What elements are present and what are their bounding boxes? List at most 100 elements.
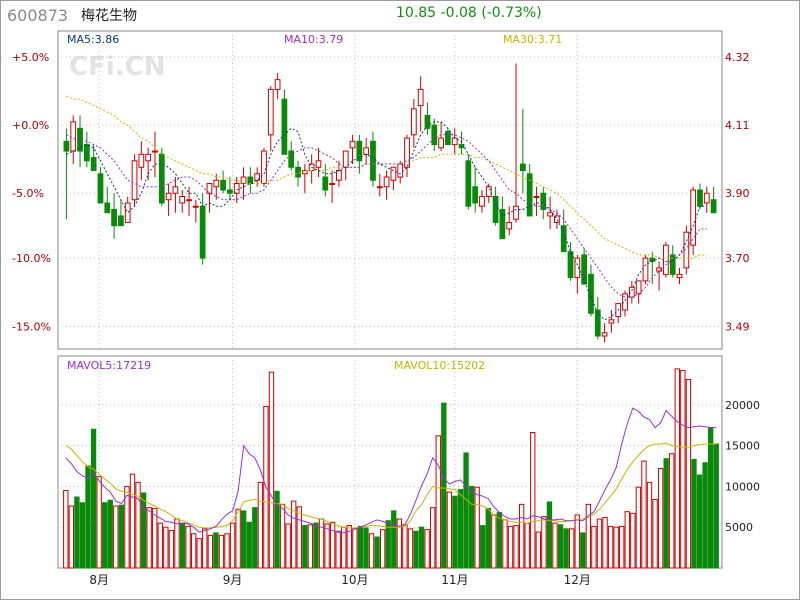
stock-name: 梅花生物 bbox=[81, 8, 137, 24]
x-axis-label: 11月 bbox=[441, 573, 468, 587]
candle-body bbox=[145, 153, 152, 162]
volume-bar bbox=[546, 501, 553, 569]
volume-bar bbox=[552, 522, 558, 569]
volume-bar bbox=[346, 525, 352, 569]
candle-body bbox=[336, 170, 342, 181]
volume-bar bbox=[496, 512, 503, 569]
stock-code: 600873 bbox=[7, 6, 69, 25]
candle-body bbox=[642, 257, 649, 282]
volume-bar bbox=[641, 460, 647, 569]
price-series bbox=[63, 63, 717, 343]
volume-bar bbox=[569, 528, 575, 569]
volume-bar bbox=[279, 503, 286, 569]
volume-bar bbox=[124, 485, 130, 569]
candle-body bbox=[315, 160, 322, 168]
volume-bar bbox=[113, 505, 119, 569]
candle-body bbox=[90, 157, 97, 172]
volume-bar bbox=[329, 521, 336, 569]
volume-bar bbox=[674, 368, 680, 569]
volume-bar bbox=[74, 496, 80, 569]
volume-bar bbox=[229, 522, 236, 569]
volume-bar bbox=[535, 531, 541, 569]
volume-bar bbox=[435, 435, 441, 569]
volume-bar bbox=[307, 524, 314, 569]
candle-body bbox=[165, 192, 172, 201]
volume-bar bbox=[680, 370, 686, 569]
price-right-tick: 3.90 bbox=[725, 187, 750, 200]
candle-body bbox=[329, 183, 335, 186]
candle-body bbox=[295, 166, 301, 178]
candle-body bbox=[404, 137, 410, 168]
candle-body bbox=[288, 150, 295, 168]
candle-body bbox=[506, 221, 513, 230]
volume-bar bbox=[530, 432, 536, 569]
candle-body bbox=[356, 140, 363, 162]
volume-bar bbox=[691, 458, 697, 569]
candle-body bbox=[424, 114, 431, 129]
candle-body bbox=[213, 179, 220, 188]
candle-body bbox=[274, 79, 281, 90]
volume-bar bbox=[274, 490, 280, 569]
volume-bar bbox=[696, 474, 703, 569]
volume-bar bbox=[452, 495, 458, 569]
volume-legend-item: MAVOL10:15202 bbox=[394, 359, 485, 372]
volume-bar bbox=[157, 522, 163, 569]
volume-bar bbox=[102, 502, 108, 569]
candle-body bbox=[124, 202, 131, 223]
volume-bar bbox=[707, 427, 714, 569]
candle-body bbox=[376, 186, 383, 189]
price-right-tick: 3.49 bbox=[725, 320, 750, 333]
volume-bar bbox=[557, 524, 564, 569]
candle-body bbox=[513, 205, 519, 220]
price-right-tick: 4.11 bbox=[725, 119, 750, 132]
volume-bar bbox=[190, 533, 197, 569]
volume-bar bbox=[663, 458, 669, 569]
candle-body bbox=[622, 293, 628, 311]
candle-body bbox=[567, 251, 574, 279]
watermark: CFi.CN bbox=[69, 52, 165, 82]
volume-bar bbox=[107, 499, 113, 569]
candle-body bbox=[540, 192, 547, 210]
candle-body bbox=[322, 176, 329, 191]
volume-bar bbox=[441, 402, 447, 569]
candle-body bbox=[608, 319, 615, 324]
volume-bar bbox=[457, 489, 464, 569]
candle-body bbox=[363, 147, 370, 155]
candle-body bbox=[472, 186, 479, 204]
ma10-line bbox=[66, 134, 707, 298]
volume-bar bbox=[129, 473, 136, 569]
volume-bar bbox=[624, 511, 630, 569]
volume-bar bbox=[619, 525, 625, 569]
volume-bar bbox=[391, 510, 397, 569]
candle-body bbox=[676, 273, 683, 279]
candle-body bbox=[227, 189, 233, 194]
volume-bar bbox=[518, 503, 525, 569]
candle-body bbox=[594, 309, 601, 337]
candle-body bbox=[390, 166, 397, 181]
volume-bar bbox=[468, 485, 475, 569]
volume-bar bbox=[196, 538, 202, 569]
price-left-tick: -5.0% bbox=[12, 187, 44, 200]
candle-body bbox=[254, 173, 261, 181]
volume-bar bbox=[613, 526, 619, 569]
candle-body bbox=[526, 173, 533, 217]
volume-bar bbox=[224, 533, 230, 569]
candle-body bbox=[451, 137, 458, 146]
volume-bar bbox=[268, 371, 275, 569]
volume-bar bbox=[602, 516, 608, 569]
ma5-line bbox=[66, 121, 707, 321]
volume-bar bbox=[79, 502, 86, 569]
volume-bar bbox=[179, 522, 186, 569]
volume-tick: 20000 bbox=[725, 399, 760, 412]
volume-bar bbox=[407, 528, 414, 569]
candle-body bbox=[301, 170, 308, 175]
volume-bar bbox=[480, 525, 486, 569]
volume-bar bbox=[607, 525, 614, 569]
candle-body bbox=[581, 254, 588, 285]
volume-bar bbox=[563, 528, 569, 569]
volume-bar bbox=[163, 526, 169, 569]
volume-bar bbox=[630, 512, 636, 569]
price-legend-item: MA30:3.71 bbox=[503, 33, 562, 46]
candle-body bbox=[179, 195, 186, 204]
